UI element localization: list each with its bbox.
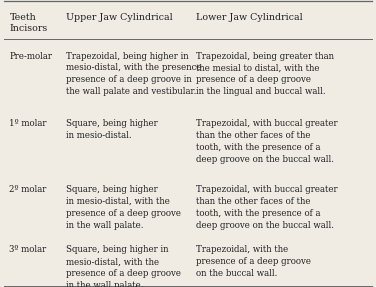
Text: 2º molar: 2º molar [9,185,47,194]
Text: 1º molar: 1º molar [9,119,47,128]
Text: Teeth
Incisors: Teeth Incisors [9,13,48,33]
Text: Square, being higher in
mesio-distal, with the
presence of a deep groove
in the : Square, being higher in mesio-distal, wi… [66,245,181,287]
Text: Lower Jaw Cylindrical: Lower Jaw Cylindrical [196,13,302,22]
Text: Upper Jaw Cylindrical: Upper Jaw Cylindrical [66,13,173,22]
Text: Trapezoidal, with the
presence of a deep groove
on the buccal wall.: Trapezoidal, with the presence of a deep… [196,245,311,278]
Text: 3º molar: 3º molar [9,245,47,254]
Text: Square, being higher
in mesio-distal, with the
presence of a deep groove
in the : Square, being higher in mesio-distal, wi… [66,185,181,230]
Text: Trapezoidal, with buccal greater
than the other faces of the
tooth, with the pre: Trapezoidal, with buccal greater than th… [196,119,337,164]
Text: Trapezoidal, being greater than
the mesial to distal, with the
presence of a dee: Trapezoidal, being greater than the mesi… [196,52,334,96]
Text: Pre-molar: Pre-molar [9,52,52,61]
Text: Trapezoidal, with buccal greater
than the other faces of the
tooth, with the pre: Trapezoidal, with buccal greater than th… [196,185,337,230]
Text: Trapezoidal, being higher in
mesio-distal, with the presence
presence of a deep : Trapezoidal, being higher in mesio-dista… [66,52,201,96]
Text: Square, being higher
in mesio-distal.: Square, being higher in mesio-distal. [66,119,158,140]
